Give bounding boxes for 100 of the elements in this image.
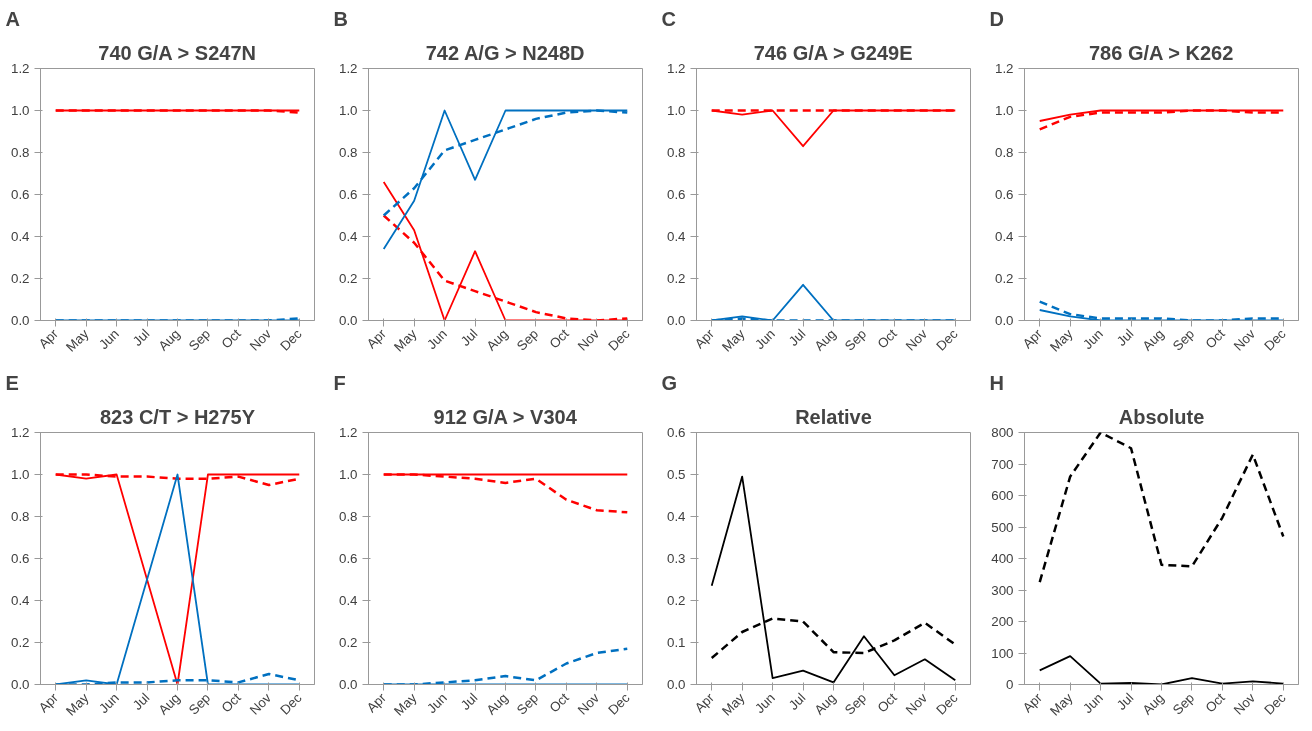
y-tick-label: 1.2 bbox=[338, 425, 358, 440]
y-tick-label: 0.2 bbox=[338, 271, 358, 286]
x-tick-label: Jun bbox=[1080, 326, 1106, 352]
x-tick-label: Sep bbox=[185, 326, 214, 354]
x-tick-label: Aug bbox=[483, 690, 511, 718]
x-tick-label: Jun bbox=[424, 326, 450, 352]
x-tick-label: May bbox=[391, 689, 420, 719]
y-tick-label: 1.2 bbox=[994, 61, 1014, 76]
y-tick-label: 0.0 bbox=[10, 677, 30, 692]
x-tick-label: Dec bbox=[933, 689, 961, 718]
y-tick-label: 0.4 bbox=[666, 229, 687, 244]
x-tick-label: Nov bbox=[246, 325, 275, 354]
x-tick-label: Jul bbox=[1113, 326, 1137, 349]
y-tick-label: 0.6 bbox=[10, 187, 30, 202]
y-tick-label: 0.8 bbox=[10, 145, 30, 160]
x-tick-label: Dec bbox=[1261, 689, 1289, 718]
y-tick-label: 0.3 bbox=[666, 551, 686, 566]
y-tick-label: 0.4 bbox=[994, 229, 1015, 244]
x-tick-label: Aug bbox=[155, 690, 183, 718]
chart-title: 912 G/A > V304 bbox=[433, 405, 578, 428]
y-tick-label: 0.0 bbox=[994, 313, 1014, 328]
y-tick-label: 0.8 bbox=[666, 145, 686, 160]
x-tick-label: Oct bbox=[546, 325, 572, 352]
x-tick-label: Dec bbox=[933, 325, 961, 354]
x-tick-label: Nov bbox=[246, 689, 275, 718]
x-tick-label: Jul bbox=[129, 690, 153, 713]
text: B bbox=[333, 7, 348, 30]
x-tick-label: Sep bbox=[513, 326, 542, 354]
y-tick-label: 0.2 bbox=[666, 271, 686, 286]
x-tick-label: Jun bbox=[96, 690, 122, 716]
x-tick-label: Sep bbox=[1169, 326, 1198, 354]
y-tick-label: 1.0 bbox=[10, 103, 30, 118]
x-tick-label: Jul bbox=[457, 690, 481, 713]
x-tick-label: May bbox=[63, 689, 92, 719]
x-tick-label: Oct bbox=[218, 325, 244, 352]
y-tick-label: 1.0 bbox=[338, 467, 358, 482]
y-tick-label: 1.0 bbox=[994, 103, 1014, 118]
x-tick-label: Aug bbox=[1139, 690, 1167, 718]
x-tick-label: Jun bbox=[752, 326, 778, 352]
x-tick-label: Sep bbox=[513, 690, 542, 718]
x-tick-label: Sep bbox=[185, 690, 214, 718]
x-tick-label: May bbox=[719, 689, 748, 719]
x-tick-label: Apr bbox=[35, 689, 62, 716]
y-tick-label: 700 bbox=[991, 456, 1014, 472]
x-tick-label: Apr bbox=[363, 325, 390, 352]
x-tick-label: Apr bbox=[691, 689, 718, 716]
x-tick-label: Nov bbox=[902, 325, 931, 354]
x-tick-label: Jul bbox=[785, 326, 809, 349]
chart-title: Relative bbox=[795, 405, 872, 428]
y-tick-label: 500 bbox=[991, 519, 1014, 535]
text: C bbox=[661, 7, 676, 30]
text: H bbox=[989, 371, 1004, 394]
y-tick-label: 0.8 bbox=[338, 145, 358, 160]
y-tick-label: 0.0 bbox=[666, 313, 686, 328]
text: E bbox=[5, 371, 19, 394]
y-tick-label: 1.2 bbox=[338, 61, 358, 76]
x-tick-label: May bbox=[719, 325, 748, 355]
x-tick-label: Aug bbox=[1139, 326, 1167, 354]
x-tick-label: Jun bbox=[424, 690, 450, 716]
x-tick-label: May bbox=[1047, 325, 1076, 355]
x-tick-label: Nov bbox=[1230, 325, 1259, 354]
y-tick-label: 0.6 bbox=[994, 187, 1014, 202]
x-tick-label: Sep bbox=[841, 690, 870, 718]
chart-title: 746 G/A > G249E bbox=[753, 41, 913, 64]
x-tick-label: Aug bbox=[811, 690, 839, 718]
x-tick-label: Nov bbox=[1230, 689, 1259, 718]
y-tick-label: 0.4 bbox=[10, 229, 31, 244]
x-tick-label: Aug bbox=[811, 326, 839, 354]
x-tick-label: Sep bbox=[1169, 690, 1198, 718]
y-tick-label: 0.2 bbox=[10, 271, 30, 286]
y-tick-label: 0.6 bbox=[338, 551, 358, 566]
x-tick-label: Apr bbox=[35, 325, 62, 352]
y-tick-label: 0.4 bbox=[338, 593, 359, 608]
x-tick-label: Jul bbox=[457, 326, 481, 349]
x-tick-label: Nov bbox=[574, 325, 603, 354]
x-tick-label: Oct bbox=[546, 689, 572, 716]
x-tick-label: Apr bbox=[691, 325, 718, 352]
y-tick-label: 1.2 bbox=[666, 61, 686, 76]
x-tick-label: Aug bbox=[483, 326, 511, 354]
x-tick-label: Dec bbox=[605, 325, 633, 354]
y-tick-label: 0.8 bbox=[994, 145, 1014, 160]
y-tick-label: 0.8 bbox=[10, 509, 30, 524]
line-series bbox=[710, 475, 957, 684]
chart-title: Absolute bbox=[1118, 405, 1205, 428]
y-tick-label: 0.2 bbox=[10, 635, 30, 650]
x-tick-label: Jun bbox=[752, 690, 778, 716]
y-tick-label: 0.4 bbox=[10, 593, 31, 608]
y-tick-label: 0.4 bbox=[666, 509, 687, 524]
x-tick-label: Dec bbox=[277, 689, 305, 718]
x-tick-label: Jul bbox=[785, 690, 809, 713]
y-tick-label: 0.0 bbox=[666, 677, 686, 692]
text: D bbox=[989, 7, 1004, 30]
x-tick-label: May bbox=[63, 325, 92, 355]
y-tick-label: 0.2 bbox=[666, 593, 686, 608]
y-tick-label: 1.2 bbox=[10, 425, 30, 440]
y-tick-label: 0.2 bbox=[338, 635, 358, 650]
x-tick-label: Apr bbox=[1019, 689, 1046, 716]
text: G bbox=[661, 371, 678, 394]
x-tick-label: Oct bbox=[874, 689, 900, 716]
x-tick-label: Jun bbox=[1080, 690, 1106, 716]
